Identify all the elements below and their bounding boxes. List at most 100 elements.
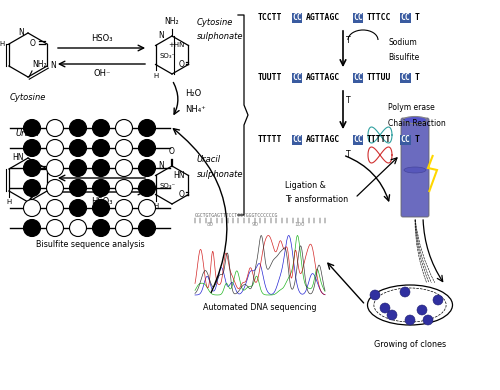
Text: O: O [169, 147, 175, 156]
Circle shape [24, 160, 40, 177]
Circle shape [70, 179, 86, 197]
Text: N: N [158, 32, 164, 41]
Circle shape [92, 200, 110, 216]
Text: 100: 100 [295, 222, 305, 227]
Circle shape [92, 220, 110, 236]
Circle shape [46, 160, 64, 177]
Text: NH₂: NH₂ [164, 17, 180, 26]
Circle shape [24, 179, 40, 197]
Circle shape [417, 305, 427, 315]
Text: Tr ansformation: Tr ansformation [285, 195, 348, 204]
Circle shape [70, 200, 86, 216]
Ellipse shape [403, 117, 427, 124]
Text: T: T [346, 96, 350, 105]
Text: N: N [18, 28, 24, 37]
Text: HN: HN [12, 154, 24, 163]
Circle shape [24, 119, 40, 136]
Text: Cytosine: Cytosine [197, 18, 234, 28]
Text: NH₂: NH₂ [32, 60, 46, 69]
Text: CC: CC [292, 14, 302, 23]
Text: CC: CC [353, 135, 363, 145]
Text: TTTTT: TTTTT [258, 135, 282, 145]
Text: sulphonate: sulphonate [197, 170, 244, 179]
Circle shape [138, 140, 156, 156]
Circle shape [70, 140, 86, 156]
Text: H₂O: H₂O [185, 89, 201, 99]
Text: HSO₃: HSO₃ [91, 197, 113, 206]
Circle shape [70, 160, 86, 177]
Circle shape [116, 179, 132, 197]
Text: N: N [50, 186, 56, 195]
Text: TTTCC: TTTCC [367, 14, 391, 23]
Text: GGCTGTGAGTTTCCTCCTGGGTCCCCCCG: GGCTGTGAGTTTCCTCCTGGGTCCCCCCG [195, 213, 278, 218]
Circle shape [24, 220, 40, 236]
Circle shape [92, 140, 110, 156]
Text: CC: CC [353, 73, 363, 83]
Text: H: H [6, 199, 12, 205]
Text: Bisulfite sequence analysis: Bisulfite sequence analysis [36, 240, 144, 249]
Text: CC: CC [292, 73, 302, 83]
Circle shape [116, 119, 132, 136]
FancyBboxPatch shape [401, 118, 429, 217]
Circle shape [24, 140, 40, 156]
Circle shape [46, 119, 64, 136]
Circle shape [92, 160, 110, 177]
Text: TCCTT: TCCTT [258, 14, 282, 23]
Circle shape [423, 315, 433, 325]
Circle shape [70, 119, 86, 136]
Circle shape [24, 200, 40, 216]
Text: O: O [32, 185, 38, 194]
Text: Cytosine: Cytosine [10, 93, 46, 102]
Text: O: O [31, 165, 37, 174]
Text: CC: CC [353, 14, 363, 23]
Text: CC: CC [292, 135, 302, 145]
Text: H: H [153, 202, 158, 209]
Text: T: T [414, 73, 420, 83]
Text: T: T [346, 150, 350, 159]
Text: Bisulfite: Bisulfite [388, 53, 420, 62]
Text: AGTTAGC: AGTTAGC [306, 73, 340, 83]
Text: +HN: +HN [168, 43, 184, 48]
Text: HSO₃: HSO₃ [91, 34, 113, 43]
Circle shape [433, 295, 443, 305]
Circle shape [138, 160, 156, 177]
Circle shape [92, 179, 110, 197]
Text: T: T [414, 135, 420, 145]
Circle shape [116, 140, 132, 156]
Text: AGTTAGC: AGTTAGC [306, 14, 340, 23]
Text: O: O [178, 60, 184, 69]
Circle shape [92, 119, 110, 136]
Text: TUUTT: TUUTT [258, 73, 282, 83]
Text: Uracil: Uracil [197, 156, 221, 165]
Text: H: H [0, 41, 5, 47]
Text: NH₄⁺: NH₄⁺ [185, 106, 206, 115]
Text: O: O [178, 190, 184, 199]
Text: Uracil: Uracil [16, 129, 40, 138]
Circle shape [405, 315, 415, 325]
Circle shape [138, 200, 156, 216]
Circle shape [116, 220, 132, 236]
Text: Chain Reaction: Chain Reaction [388, 119, 446, 128]
Text: T: T [414, 14, 420, 23]
Text: N: N [50, 62, 56, 71]
Circle shape [116, 200, 132, 216]
Circle shape [46, 140, 64, 156]
Text: Ligation &: Ligation & [285, 181, 326, 190]
Text: T: T [346, 36, 350, 45]
Text: Polym erase: Polym erase [388, 103, 435, 112]
Text: TTTUU: TTTUU [367, 73, 391, 83]
Text: 90: 90 [252, 222, 258, 227]
Text: CC: CC [401, 14, 410, 23]
Text: SO₃⁻: SO₃⁻ [160, 184, 176, 190]
Text: 80: 80 [206, 222, 214, 227]
Text: TTTTT: TTTTT [367, 135, 391, 145]
Text: OH⁻: OH⁻ [94, 164, 110, 173]
Circle shape [138, 220, 156, 236]
Circle shape [138, 119, 156, 136]
Text: Growing of clones: Growing of clones [374, 340, 446, 349]
Circle shape [116, 160, 132, 177]
Circle shape [138, 179, 156, 197]
Text: CC: CC [401, 73, 410, 83]
Ellipse shape [374, 288, 446, 322]
Circle shape [400, 287, 410, 297]
